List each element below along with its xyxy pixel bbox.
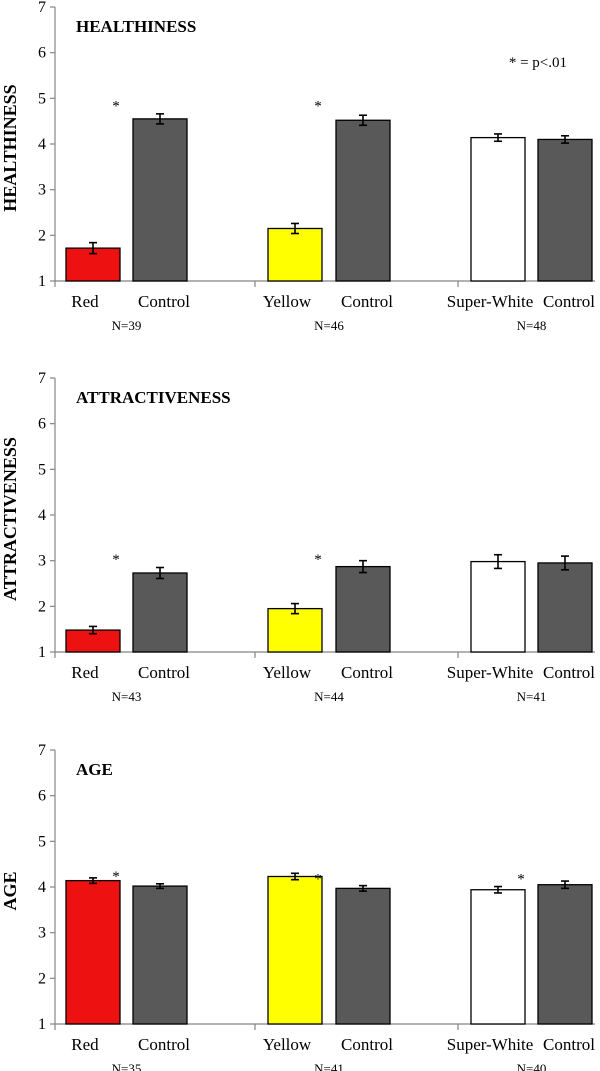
bar-control bbox=[537, 884, 593, 1025]
y-tick-label: 3 bbox=[38, 553, 46, 570]
bar-control bbox=[335, 565, 391, 653]
y-tick-label: 6 bbox=[38, 788, 46, 805]
bar-control bbox=[132, 118, 188, 282]
category-label: Super-White bbox=[447, 1035, 534, 1054]
category-label: Control bbox=[138, 663, 190, 682]
category-label: Control bbox=[341, 1035, 393, 1054]
sample-size-label: N=46 bbox=[314, 318, 344, 333]
category-label: Red bbox=[71, 292, 99, 311]
significance-marker: * bbox=[314, 871, 322, 887]
bar-yellow bbox=[267, 875, 323, 1025]
category-label: Yellow bbox=[263, 1035, 312, 1054]
significance-marker: * bbox=[314, 552, 322, 568]
bar-control bbox=[132, 885, 188, 1025]
sample-size-label: N=35 bbox=[112, 1061, 142, 1071]
chart-panel-1: 1 2 3 4 5 6 7 HEALTHINESS HEALTHINESS Red Control N… bbox=[0, 0, 595, 333]
y-tick-label: 7 bbox=[38, 0, 46, 16]
sample-size-label: N=40 bbox=[517, 1061, 547, 1071]
chart-title: AGE bbox=[76, 760, 113, 779]
bar-super-white bbox=[470, 136, 526, 282]
y-axis-label: AGE bbox=[0, 871, 20, 910]
bar-super-white bbox=[470, 560, 526, 653]
chart-panel-3: 1 2 3 4 5 6 7 AGE AGE Red Control N=35 * Yellow Contro… bbox=[0, 742, 595, 1071]
chart-panel-2: 1 2 3 4 5 6 7 ATTRACTIVENESS ATTRACTIVENESS Red Co… bbox=[0, 370, 595, 704]
category-label: Control bbox=[341, 292, 393, 311]
y-tick-label: 3 bbox=[38, 925, 46, 942]
sample-size-label: N=41 bbox=[314, 1061, 344, 1071]
bar-yellow bbox=[267, 227, 323, 282]
bar-control bbox=[537, 138, 593, 282]
y-tick-label: 6 bbox=[38, 45, 46, 62]
sample-size-label: N=41 bbox=[517, 689, 547, 704]
y-tick-label: 7 bbox=[38, 742, 46, 759]
bar-control bbox=[537, 562, 593, 653]
y-tick-label: 2 bbox=[38, 227, 46, 244]
bar-control bbox=[335, 887, 391, 1025]
category-label: Control bbox=[543, 292, 595, 311]
significance-note: * = p<.01 bbox=[509, 55, 567, 71]
sample-size-label: N=48 bbox=[517, 318, 547, 333]
category-label: Control bbox=[138, 1035, 190, 1054]
category-label: Super-White bbox=[447, 292, 534, 311]
y-tick-label: 1 bbox=[38, 273, 46, 290]
sample-size-label: N=44 bbox=[314, 689, 344, 704]
category-label: Control bbox=[543, 663, 595, 682]
y-tick-label: 5 bbox=[38, 90, 46, 107]
category-label: Red bbox=[71, 1035, 99, 1054]
bar-red bbox=[65, 879, 121, 1025]
significance-marker: * bbox=[517, 871, 525, 887]
chart-title: HEALTHINESS bbox=[76, 17, 196, 36]
chart-title: ATTRACTIVENESS bbox=[76, 388, 231, 407]
y-tick-label: 6 bbox=[38, 416, 46, 433]
y-axis-label: HEALTHINESS bbox=[0, 84, 20, 211]
y-tick-label: 1 bbox=[38, 644, 46, 661]
category-label: Yellow bbox=[263, 292, 312, 311]
y-tick-label: 4 bbox=[38, 507, 46, 524]
significance-marker: * bbox=[112, 869, 120, 885]
sample-size-label: N=43 bbox=[112, 689, 142, 704]
bar-control bbox=[132, 572, 188, 653]
bar-super-white bbox=[470, 889, 526, 1025]
y-tick-label: 5 bbox=[38, 833, 46, 850]
y-tick-label: 1 bbox=[38, 1016, 46, 1033]
bar-control bbox=[335, 119, 391, 282]
y-tick-label: 5 bbox=[38, 461, 46, 478]
y-tick-label: 2 bbox=[38, 598, 46, 615]
category-label: Yellow bbox=[263, 663, 312, 682]
y-axis-label: ATTRACTIVENESS bbox=[0, 437, 20, 601]
category-label: Control bbox=[341, 663, 393, 682]
y-tick-label: 7 bbox=[38, 370, 46, 387]
category-label: Control bbox=[138, 292, 190, 311]
category-label: Control bbox=[543, 1035, 595, 1054]
significance-marker: * bbox=[112, 552, 120, 568]
significance-marker: * bbox=[112, 99, 120, 115]
y-tick-label: 3 bbox=[38, 182, 46, 199]
significance-marker: * bbox=[314, 99, 322, 115]
category-label: Red bbox=[71, 663, 99, 682]
y-tick-label: 2 bbox=[38, 970, 46, 987]
bar-yellow bbox=[267, 607, 323, 653]
category-label: Super-White bbox=[447, 663, 534, 682]
y-tick-label: 4 bbox=[38, 879, 46, 896]
y-tick-label: 4 bbox=[38, 136, 46, 153]
sample-size-label: N=39 bbox=[112, 318, 142, 333]
